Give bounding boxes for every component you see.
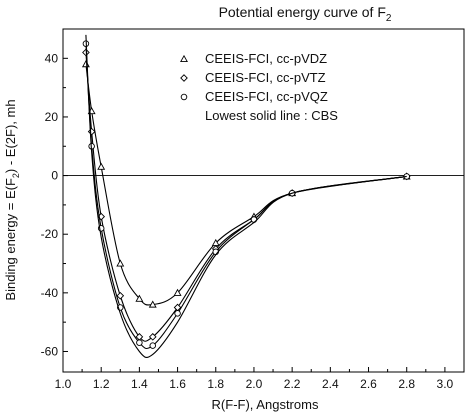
x-ticks: 1.0 1.2 1.4 1.6 1.8 2.0 2.2 2.4 2.6 2.8 3.0 — [55, 367, 454, 391]
x-tick-label: 2.8 — [398, 377, 415, 391]
legend-circle-symbol — [180, 93, 188, 101]
y-axis-label: Binding energy = E(F2) - E(2F), mh — [3, 99, 21, 300]
series-circle — [82, 40, 410, 350]
y-ticks: -60 -40 -20 0 20 40 — [41, 51, 68, 358]
data-point-circle — [149, 342, 156, 349]
data-point-triangle — [81, 60, 90, 68]
y-axis-label-a: Binding energy = E(F — [3, 178, 18, 301]
chart-title: Potential energy curve of F2 — [219, 4, 392, 24]
data-point-triangle — [135, 294, 144, 302]
legend-marker-diamond — [180, 74, 188, 82]
y-tick-label: -40 — [41, 286, 59, 300]
series-cbs — [85, 34, 407, 358]
y-tick-label: 20 — [45, 110, 59, 124]
x-tick-label: 3.0 — [437, 377, 454, 391]
series-line — [85, 34, 407, 358]
y-axis-label-b: ) - E(2F), mh — [3, 99, 18, 173]
legend-diamond-symbol — [180, 74, 188, 82]
chart-title-main: Potential energy curve of F — [219, 4, 386, 20]
data-point-diamond — [87, 127, 96, 136]
legend-label-vqz: CEEIS-FCI, cc-pVQZ — [205, 89, 328, 104]
x-tick-label: 1.2 — [93, 377, 110, 391]
legend-marker-circle — [180, 93, 188, 101]
x-tick-label: 1.6 — [169, 377, 186, 391]
data-point-circle — [174, 310, 181, 317]
data-point-circle — [136, 339, 143, 346]
legend: CEEIS-FCI, cc-pVDZ CEEIS-FCI, cc-pVTZ CE… — [180, 51, 338, 123]
chart-title-subscript: 2 — [386, 13, 392, 24]
x-tick-label: 1.4 — [131, 377, 148, 391]
y-tick-label: 0 — [51, 169, 58, 183]
legend-label-vdz: CEEIS-FCI, cc-pVDZ — [205, 51, 327, 66]
x-tick-label: 2.6 — [360, 377, 377, 391]
data-point-triangle — [148, 300, 157, 308]
legend-note-cbs: Lowest solid line : CBS — [205, 108, 338, 123]
y-tick-label: 40 — [45, 51, 59, 65]
x-tick-label: 1.0 — [55, 377, 72, 391]
data-point-triangle — [173, 288, 182, 296]
plot-frame — [62, 28, 465, 373]
data-point-diamond — [148, 332, 157, 341]
x-tick-label: 1.8 — [207, 377, 224, 391]
y-axis-label-subscript: 2 — [11, 173, 21, 178]
x-tick-label: 2.0 — [246, 377, 263, 391]
data-point-triangle — [97, 162, 106, 170]
legend-triangle-symbol — [180, 54, 188, 63]
x-tick-label: 2.2 — [284, 377, 301, 391]
x-axis-label: R(F-F), Angstroms — [212, 397, 319, 412]
data-point-diamond — [116, 291, 125, 300]
x-tick-label: 2.4 — [322, 377, 339, 391]
data-point-triangle — [116, 259, 125, 267]
series-group — [81, 34, 411, 358]
y-tick-label: -60 — [41, 344, 59, 358]
legend-label-vtz: CEEIS-FCI, cc-pVTZ — [205, 70, 326, 85]
legend-marker-triangle — [180, 54, 188, 63]
y-tick-label: -20 — [41, 227, 59, 241]
